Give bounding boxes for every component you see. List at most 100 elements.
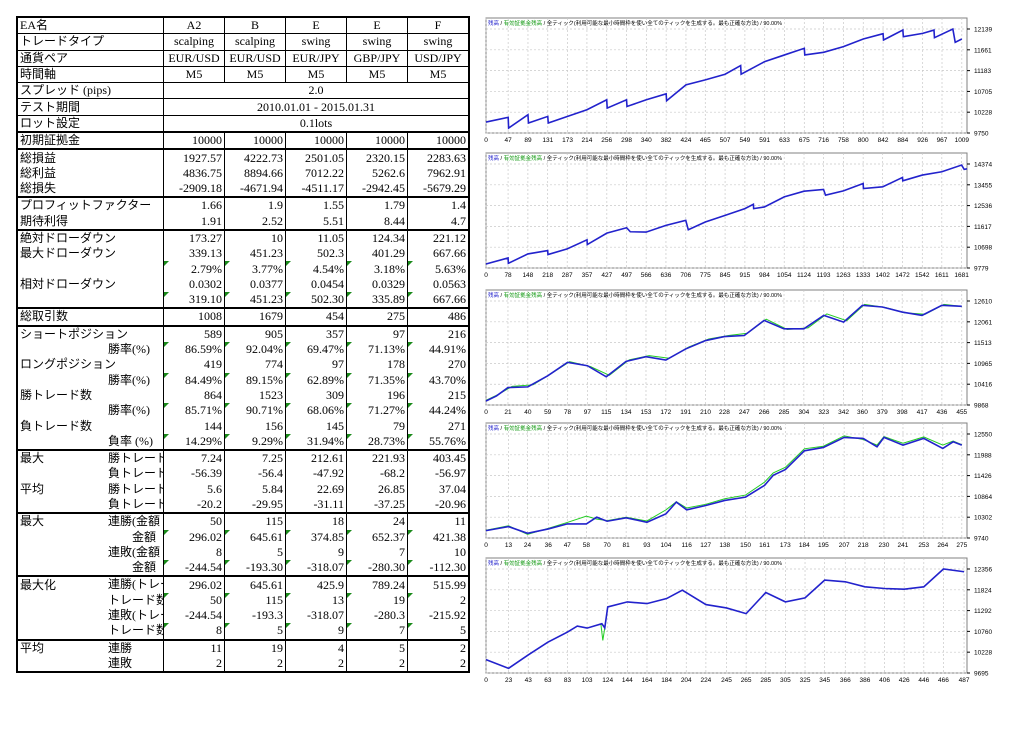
x-tick-label: 70 [603, 542, 611, 549]
y-tick-label: 9779 [974, 266, 989, 273]
value-cell: 515.99 [407, 575, 469, 593]
value-cell: B [224, 17, 286, 35]
value-cell: 2 [407, 655, 469, 673]
row-sublabel: 連勝(金額 [108, 514, 160, 529]
separator: / [499, 156, 504, 162]
value-cell: 89.15% [224, 372, 286, 388]
value-cell: -280.30 [346, 560, 408, 577]
x-tick-label: 436 [936, 409, 947, 416]
value-cell: 8.44 [346, 213, 408, 230]
value-cell: -2909.18 [163, 180, 225, 198]
value-cell: -318.07 [285, 560, 347, 577]
y-tick-label: 11617 [974, 224, 992, 231]
y-tick-label: 11426 [974, 473, 992, 480]
x-tick-label: 1472 [895, 272, 910, 279]
row-label-cell: 相対ドローダウン [16, 276, 164, 293]
x-tick-label: 245 [721, 677, 732, 684]
x-tick-label: 426 [899, 677, 910, 684]
balance-chart: 9695 10228 10760 11292 11824 12356 0 23 43 63 83 10… [480, 555, 1020, 690]
row-label-cell: 絶対ドローダウン [16, 228, 164, 247]
x-tick-label: 150 [740, 542, 751, 549]
value-cell: EUR/JPY [285, 50, 347, 67]
table-row: スプレッド (pips) 2.0 [16, 82, 469, 100]
y-tick-label: 11661 [974, 47, 992, 54]
value-cell: 145 [285, 418, 347, 434]
value-cell: 8 [163, 623, 225, 640]
value-cell: -29.95 [224, 496, 286, 514]
x-tick-label: 984 [759, 272, 770, 279]
table-row: トレードタイプ scalping scalping swing swing swing [16, 33, 469, 51]
value-cell: 216 [407, 324, 469, 342]
value-cell: 3.77% [224, 261, 286, 277]
row-label: 最大ドローダウン [20, 246, 117, 261]
value-cell: 5.6 [163, 481, 225, 497]
value-cell: 4836.75 [163, 165, 225, 181]
x-tick-label: 0 [484, 137, 488, 144]
separator: / [499, 293, 504, 299]
y-tick-label: 10228 [974, 110, 992, 117]
value-cell: -2942.45 [346, 180, 408, 198]
row-label-cell: 総利益 [16, 165, 164, 181]
table-row: 319.10 451.23 502.30 335.89 667.66 [16, 292, 469, 309]
value-cell: 9 [285, 623, 347, 640]
plot-area [485, 289, 968, 406]
x-tick-label: 591 [759, 137, 770, 144]
value-cell: 905 [224, 324, 286, 342]
value-cell: 156 [224, 418, 286, 434]
table-row: 初期証拠金 10000 10000 10000 10000 10000 [16, 131, 469, 150]
y-tick-label: 12550 [974, 432, 992, 439]
x-tick-label: 342 [838, 409, 849, 416]
value-cell: 8894.66 [224, 165, 286, 181]
value-cell: 10000 [163, 131, 225, 150]
table-row: 連敗 2 2 2 2 2 [16, 655, 469, 673]
value-cell: 270 [407, 357, 469, 373]
model-label: 全ティック(利用可能な最小時間枠を使い全てのティックを生成する。最も正確な方法) [547, 154, 759, 162]
value-cell: 90.71% [224, 403, 286, 419]
row-label: 最大 [20, 451, 45, 466]
value-cell: 502.30 [285, 292, 347, 309]
quality-label: 90.00% [763, 561, 782, 567]
value-cell: E [285, 17, 347, 35]
x-tick-label: 424 [681, 137, 692, 144]
table-row: 通貨ペア EUR/USD EUR/USD EUR/JPY GBP/JPY USD/JPY [16, 50, 469, 67]
x-tick-label: 153 [641, 409, 652, 416]
value-cell: 71.13% [346, 341, 408, 358]
x-tick-label: 446 [918, 677, 929, 684]
row-label-cell: 総取引数 [16, 307, 164, 326]
x-tick-label: 706 [680, 272, 691, 279]
row-label-cell: EA名 [16, 17, 164, 35]
row-label-cell: スプレッド (pips) [16, 82, 164, 100]
x-tick-label: 636 [661, 272, 672, 279]
value-cell: 7012.22 [285, 165, 347, 181]
row-label-cell: 金額 [16, 560, 164, 577]
x-tick-label: 0 [484, 542, 488, 549]
value-cell: USD/JPY [407, 50, 469, 67]
value-cell: 335.89 [346, 292, 408, 309]
value-cell: 0.0377 [224, 276, 286, 293]
value-cell: 502.3 [285, 246, 347, 262]
x-tick-label: 148 [522, 272, 533, 279]
value-cell: 44.24% [407, 403, 469, 419]
x-tick-label: 207 [839, 542, 850, 549]
x-tick-label: 366 [840, 677, 851, 684]
balance-chart: 9740 10302 10864 11426 11988 12550 0 13 24 36 47 58… [480, 420, 1020, 555]
x-tick-label: 1054 [777, 272, 792, 279]
merged-value-cell: 2010.01.01 - 2015.01.31 [163, 98, 469, 116]
merged-value-cell: 0.1lots [163, 115, 469, 133]
value-cell: 4222.73 [224, 148, 286, 166]
balance-line [485, 164, 968, 265]
value-cell: swing [407, 33, 469, 51]
x-tick-label: 298 [621, 137, 632, 144]
x-tick-label: 184 [661, 677, 672, 684]
value-cell: 0.0329 [346, 276, 408, 293]
y-tick-label: 10302 [974, 515, 992, 522]
model-label: 全ティック(利用可能な最小時間枠を使い全てのティックを生成する。最も正確な方法) [547, 291, 759, 299]
chart-header: 残高 / 有効証拠金残高 / 全ティック(利用可能な最小時間枠を使い全てのティッ… [488, 559, 782, 567]
chart-header: 残高 / 有効証拠金残高 / 全ティック(利用可能な最小時間枠を使い全てのティッ… [488, 424, 782, 432]
balance-line [485, 568, 965, 670]
x-tick-label: 173 [780, 542, 791, 549]
chart-header: 残高 / 有効証拠金残高 / 全ティック(利用可能な最小時間枠を使い全てのティッ… [488, 291, 782, 299]
value-cell: 10000 [346, 131, 408, 150]
table-row: 期待利得 1.91 2.52 5.51 8.44 4.7 [16, 213, 469, 230]
